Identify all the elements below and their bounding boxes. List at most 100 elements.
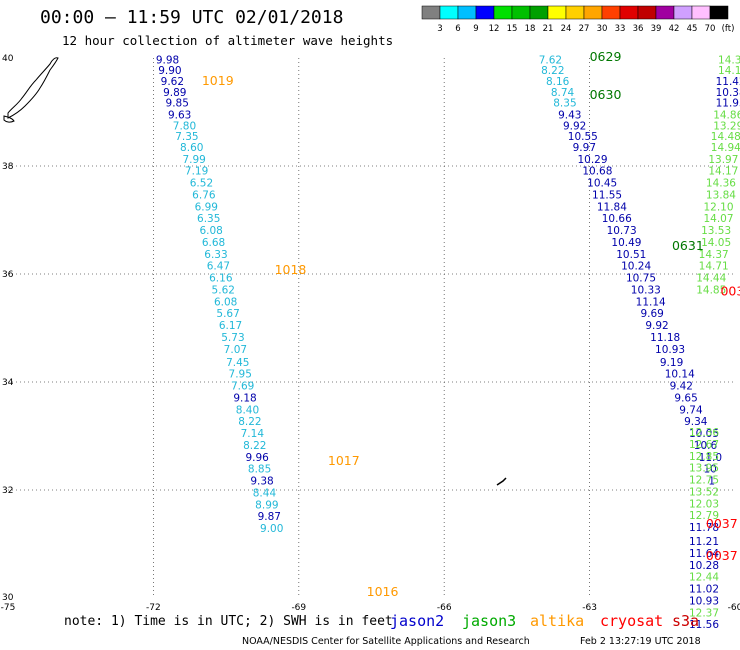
wave-height-point: 6.76	[192, 189, 216, 201]
y-tick-label: 32	[2, 486, 13, 496]
color-scale-label: 42	[669, 24, 680, 34]
wave-height-point: 10.93	[655, 344, 685, 356]
color-scale-label: 9	[473, 24, 478, 34]
wave-height-point: 8.40	[236, 404, 259, 416]
data-points: 9.989.909.629.899.859.637.807.358.607.99…	[156, 54, 740, 631]
wave-height-point: 14.86	[713, 109, 740, 121]
color-swatch	[565, 5, 585, 20]
pass-time-label: 0629	[590, 49, 622, 64]
wave-height-point: 9.89	[163, 87, 186, 99]
color-scale-label: 33	[615, 24, 626, 34]
wave-height-point: 10.29	[577, 154, 607, 166]
color-scale-label: 39	[651, 24, 662, 34]
wave-height-point: 14.17	[708, 166, 738, 178]
wave-height-point: 10.75	[626, 273, 656, 285]
wave-height-point: 9.43	[558, 109, 581, 121]
x-tick-label: -72	[146, 603, 161, 613]
wave-height-point: 10.73	[607, 225, 637, 237]
x-tick-label: -63	[582, 603, 597, 613]
wave-height-point: 14.33	[718, 54, 740, 66]
wave-height-point: 9.97	[573, 142, 596, 154]
wave-height-point: 7.80	[173, 120, 196, 132]
wave-height-point: 13.97	[708, 154, 738, 166]
wave-height-point: 8.44	[253, 487, 277, 499]
x-tick-label: -75	[1, 603, 16, 613]
wave-height-point: 11.0	[699, 452, 722, 464]
footnote: note: 1) Time is in UTC; 2) SWH is in fe…	[64, 614, 393, 629]
wave-height-point: 14.05	[701, 237, 731, 249]
wave-height-point: 7.95	[229, 369, 252, 381]
wave-height-point: 11.78	[689, 522, 719, 534]
wave-height-point: 10.05	[689, 428, 719, 440]
wave-height-point: 7.62	[539, 54, 562, 66]
color-swatch	[529, 5, 549, 20]
wave-height-point: 6.99	[195, 201, 218, 213]
wave-height-point: 8.60	[180, 142, 203, 154]
wave-height-point: 5.73	[221, 332, 244, 344]
wave-height-point: 13.95	[689, 463, 719, 475]
wave-height-point: 9.00	[260, 523, 283, 535]
color-scale-label: 45	[687, 24, 698, 34]
wave-height-point: 7.99	[182, 154, 205, 166]
wave-height-point: 7.35	[175, 131, 198, 143]
wave-height-point: 7.07	[224, 344, 247, 356]
wave-height-point: 8.22	[541, 65, 564, 77]
wave-height-point: 11.14	[636, 296, 666, 308]
wave-height-point: 14.07	[703, 213, 733, 225]
wave-height-point: 6.33	[204, 249, 227, 261]
color-swatch	[691, 5, 711, 20]
x-tick-label: -60	[728, 603, 740, 613]
wave-height-point: 9.63	[168, 109, 191, 121]
credit-text: NOAA/NESDIS Center for Satellite Applica…	[242, 636, 530, 647]
color-swatch	[655, 5, 675, 20]
time-labels: 1019 1018 1017 1016 0629 0630 0631 003 0037 0037	[202, 49, 740, 599]
wave-height-point: 13.53	[701, 225, 731, 237]
wave-height-point: 13.84	[706, 189, 736, 201]
wave-height-point: 10.14	[665, 369, 695, 381]
wave-height-point: 7.14	[241, 428, 265, 440]
wave-height-point: 10.68	[582, 166, 612, 178]
chart-subtitle: 12 hour collection of altimeter wave hei…	[62, 33, 393, 48]
wave-height-point: 7.19	[185, 166, 208, 178]
chart-title: 00:00 – 11:59 UTC 02/01/2018	[40, 7, 343, 28]
color-scale-label: (ft)	[722, 24, 735, 34]
wave-height-point: 9.69	[640, 308, 663, 320]
satellite-label: s3a	[672, 612, 699, 630]
wave-height-point: 10	[703, 464, 716, 476]
coastline	[3, 57, 507, 486]
color-swatch	[475, 5, 495, 20]
satellite-label: cryosat	[600, 612, 663, 630]
color-scale-label: 6	[455, 24, 460, 34]
wave-height-point: 6.68	[202, 237, 225, 249]
color-scale-label: 36	[633, 24, 644, 34]
wave-height-point: 11.84	[597, 201, 627, 213]
wave-height-point: 11.93	[716, 98, 740, 110]
color-swatch	[601, 5, 621, 20]
color-scale-label: 30	[597, 24, 608, 34]
wave-height-point: 10.51	[616, 249, 646, 261]
wave-height-point: 5.67	[216, 308, 239, 320]
wave-height-point: 1	[708, 476, 715, 488]
satellite-label: altika	[530, 612, 584, 630]
color-swatch	[619, 5, 639, 20]
wave-height-point: 9.98	[156, 54, 179, 66]
wave-height-point: 11.18	[650, 332, 680, 344]
wave-height-point: 14.36	[706, 178, 736, 190]
wave-height-point: 8.85	[248, 464, 271, 476]
wave-height-point: 9.74	[679, 404, 703, 416]
color-scale-label: 24	[561, 24, 572, 34]
x-tick-label: -69	[291, 603, 306, 613]
wave-height-point: 14.44	[696, 273, 726, 285]
wave-height-point: 14.85	[696, 284, 726, 296]
wave-height-point: 10.45	[587, 178, 617, 190]
color-scale-bar: 3 6 9 12 15 18 21 24 27 30 33 36 39 42 45 70 (ft)	[421, 5, 735, 34]
wave-height-point: 10.38	[716, 87, 740, 99]
wave-height-point: 14.48	[711, 131, 740, 143]
wave-height-point: 11.55	[592, 189, 622, 201]
wave-height-point: 9.42	[670, 381, 693, 393]
pass-time-label: 0037	[706, 548, 738, 563]
wave-height-point: 14.37	[699, 249, 729, 261]
wave-height-point: 6.35	[197, 213, 220, 225]
wave-height-point: 9.92	[563, 120, 586, 132]
